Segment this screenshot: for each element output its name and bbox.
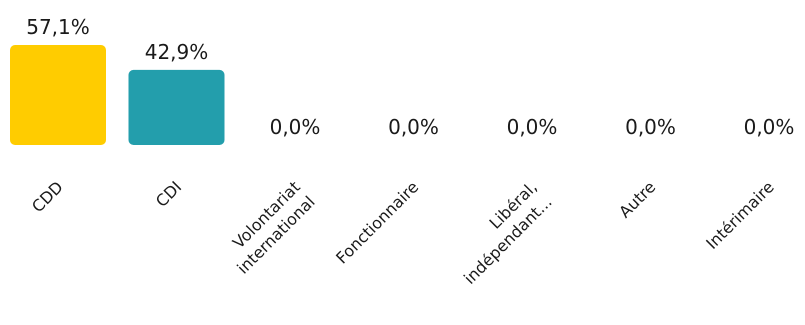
category-label: Intérimaire (702, 177, 778, 253)
category-label: Volontariatinternational (218, 177, 318, 277)
category-label-line: Autre (615, 177, 659, 221)
category-label-line: Fonctionnaire (332, 177, 422, 267)
category-label: Fonctionnaire (332, 177, 422, 267)
bars-group (10, 45, 225, 145)
value-label: 42,9% (145, 40, 209, 64)
value-label: 0,0% (744, 115, 795, 139)
category-label: Autre (615, 177, 659, 221)
bar (128, 69, 225, 145)
value-label: 0,0% (270, 115, 321, 139)
category-label: CDD (28, 177, 67, 216)
value-label: 0,0% (388, 115, 439, 139)
category-label: CDI (152, 177, 185, 210)
category-label-line: CDI (152, 177, 185, 210)
value-label: 0,0% (507, 115, 558, 139)
category-labels-group: CDD CDI Volontariatinternational Fonctionna… (28, 177, 778, 288)
category-label-line: CDD (28, 177, 67, 216)
value-label: 57,1% (26, 15, 90, 39)
value-labels-group: 57,1% 42,9% 0,0% 0,0% 0,0% 0,0% 0,0% (26, 15, 794, 139)
value-label: 0,0% (625, 115, 676, 139)
category-label-line: Intérimaire (702, 177, 778, 253)
category-label: Libéral,indépendant... (445, 177, 556, 288)
bar (10, 45, 106, 145)
